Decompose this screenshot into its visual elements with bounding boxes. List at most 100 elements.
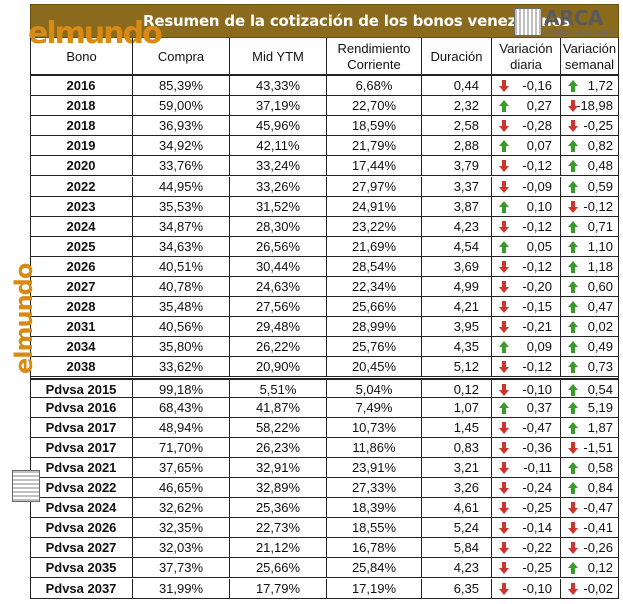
- col-header-compra: Compra: [133, 38, 230, 76]
- table-row: 2018 59,00% 37,19% 22,70% 2,32 0,27 -18,98: [30, 96, 619, 117]
- table-row: 2019 34,92% 42,11% 21,79% 2,88 0,07 0,82: [30, 136, 619, 157]
- compra-cell: 33,62%: [133, 357, 230, 378]
- variacion-semanal-cell: 0,73: [561, 357, 619, 377]
- rendimiento-cell: 5,04%: [327, 379, 422, 400]
- duracion-cell: 2,32: [422, 96, 492, 117]
- arrow-down-icon: [499, 220, 509, 233]
- arrow-down-icon: [568, 200, 578, 213]
- duracion-cell: 3,26: [422, 478, 492, 498]
- arca-logo-icon: [514, 8, 542, 36]
- arrow-down-icon: [499, 383, 509, 396]
- table-row: 2027 40,78% 24,63% 22,34% 4,99 -0,20 0,60: [30, 277, 619, 297]
- variacion-semanal-cell: -0,02: [561, 579, 619, 599]
- variacion-semanal-value: 1,18: [587, 258, 613, 274]
- variacion-diaria-value: -0,25: [522, 560, 552, 576]
- table-row: 2028 35,48% 27,56% 25,66% 4,21 -0,15 0,47: [30, 297, 619, 318]
- arrow-down-icon: [499, 160, 509, 173]
- col-header-duracion: Duración: [422, 38, 492, 76]
- variacion-diaria-cell: -0,36: [492, 437, 561, 458]
- bono-cell: Pdvsa 2027: [30, 538, 133, 559]
- variacion-semanal-cell: -18,98: [561, 96, 619, 116]
- variacion-semanal-cell: 0,84: [561, 478, 619, 498]
- variacion-diaria-cell: -0,14: [492, 518, 561, 539]
- compra-cell: 40,78%: [133, 277, 230, 297]
- mid-ytm-cell: 26,23%: [230, 437, 327, 458]
- compra-cell: 36,93%: [133, 116, 230, 137]
- variacion-diaria-cell: -0,20: [492, 277, 561, 297]
- compra-cell: 40,56%: [133, 317, 230, 338]
- variacion-diaria-cell: -0,10: [492, 379, 561, 400]
- table-row: 2034 35,80% 26,22% 25,76% 4,35 0,09 0,49: [30, 337, 619, 358]
- arrow-up-icon: [499, 100, 509, 113]
- arrow-down-icon: [568, 441, 578, 454]
- duracion-cell: 5,24: [422, 518, 492, 539]
- compra-cell: 71,70%: [133, 437, 230, 458]
- table-row: Pdvsa 2017 71,70% 26,23% 11,86% 0,83 -0,36 -1,…: [30, 437, 619, 458]
- rendimiento-cell: 21,79%: [327, 136, 422, 157]
- variacion-diaria-cell: -0,25: [492, 498, 561, 519]
- arrow-up-icon: [568, 80, 578, 92]
- variacion-semanal-value: 0,84: [587, 480, 613, 495]
- variacion-diaria-value: -0,47: [522, 419, 552, 435]
- compra-cell: 34,92%: [133, 136, 230, 157]
- arrow-down-icon: [499, 361, 509, 374]
- rendimiento-cell: 23,91%: [327, 457, 422, 478]
- bono-cell: Pdvsa 2035: [30, 558, 133, 579]
- duracion-cell: 3,87: [422, 196, 492, 217]
- mid-ytm-cell: 17,79%: [230, 578, 327, 599]
- variacion-semanal-cell: 1,72: [561, 76, 619, 96]
- rendimiento-cell: 11,86%: [327, 437, 422, 458]
- compra-cell: 32,03%: [133, 538, 230, 559]
- bono-cell: 2023: [30, 196, 133, 217]
- variacion-diaria-cell: -0,12: [492, 216, 561, 237]
- variacion-semanal-cell: 5,19: [561, 398, 619, 418]
- arrow-up-icon: [568, 260, 578, 273]
- bono-cell: 2020: [30, 156, 133, 177]
- mid-ytm-cell: 32,91%: [230, 457, 327, 478]
- mid-ytm-cell: 31,52%: [230, 196, 327, 217]
- variacion-semanal-cell: 0,12: [561, 558, 619, 578]
- variacion-diaria-value: -0,14: [522, 520, 552, 536]
- duracion-cell: 3,95: [422, 317, 492, 338]
- arrow-up-icon: [568, 281, 578, 293]
- variacion-diaria-cell: 0,09: [492, 337, 561, 358]
- duracion-cell: 4,61: [422, 498, 492, 519]
- duracion-cell: 2,88: [422, 136, 492, 157]
- variacion-diaria-value: -0,20: [522, 279, 552, 294]
- variacion-semanal-value: 0,48: [587, 158, 613, 174]
- bono-cell: Pdvsa 2017: [30, 437, 133, 458]
- mid-ytm-cell: 28,30%: [230, 216, 327, 237]
- table-row: 2026 40,51% 30,44% 28,54% 3,69 -0,12 1,18: [30, 256, 619, 277]
- table-row: Pdvsa 2016 68,43% 41,87% 7,49% 1,07 0,37 5,19: [30, 397, 619, 418]
- duracion-cell: 3,37: [422, 176, 492, 197]
- rendimiento-cell: 21,69%: [327, 236, 422, 257]
- elmundo-logo-word: elmundo: [28, 16, 163, 51]
- variacion-semanal-value: -0,26: [583, 540, 613, 556]
- table-row: Pdvsa 2024 32,62% 25,36% 18,39% 4,61 -0,25 -0,…: [30, 498, 619, 519]
- bono-cell: 2024: [30, 216, 133, 237]
- side-watermark: elmundo: [8, 254, 42, 502]
- variacion-semanal-value: 0,02: [587, 319, 613, 335]
- variacion-semanal-cell: -0,25: [561, 116, 619, 136]
- mid-ytm-cell: 22,73%: [230, 518, 327, 539]
- duracion-cell: 2,58: [422, 116, 492, 137]
- mid-ytm-cell: 21,12%: [230, 538, 327, 559]
- variacion-diaria-cell: -0,28: [492, 116, 561, 137]
- arrow-up-icon: [568, 341, 578, 354]
- bono-cell: 2018: [30, 116, 133, 137]
- variacion-semanal-value: -0,02: [583, 580, 613, 596]
- variacion-diaria-cell: -0,12: [492, 256, 561, 277]
- bono-cell: 2028: [30, 297, 133, 318]
- variacion-semanal-value: 0,82: [587, 138, 613, 154]
- rendimiento-cell: 10,73%: [327, 417, 422, 438]
- rendimiento-cell: 28,99%: [327, 317, 422, 338]
- variacion-semanal-value: 0,59: [587, 178, 613, 194]
- variacion-diaria-cell: -0,21: [492, 317, 561, 338]
- arca-logo: ARCA análisis económico: [514, 6, 614, 38]
- variacion-diaria-cell: -0,15: [492, 297, 561, 318]
- arrow-up-icon: [568, 482, 578, 494]
- arrow-down-icon: [499, 180, 509, 193]
- variacion-semanal-cell: 0,54: [561, 380, 619, 400]
- variacion-semanal-cell: -0,47: [561, 498, 619, 518]
- rendimiento-cell: 7,49%: [327, 397, 422, 418]
